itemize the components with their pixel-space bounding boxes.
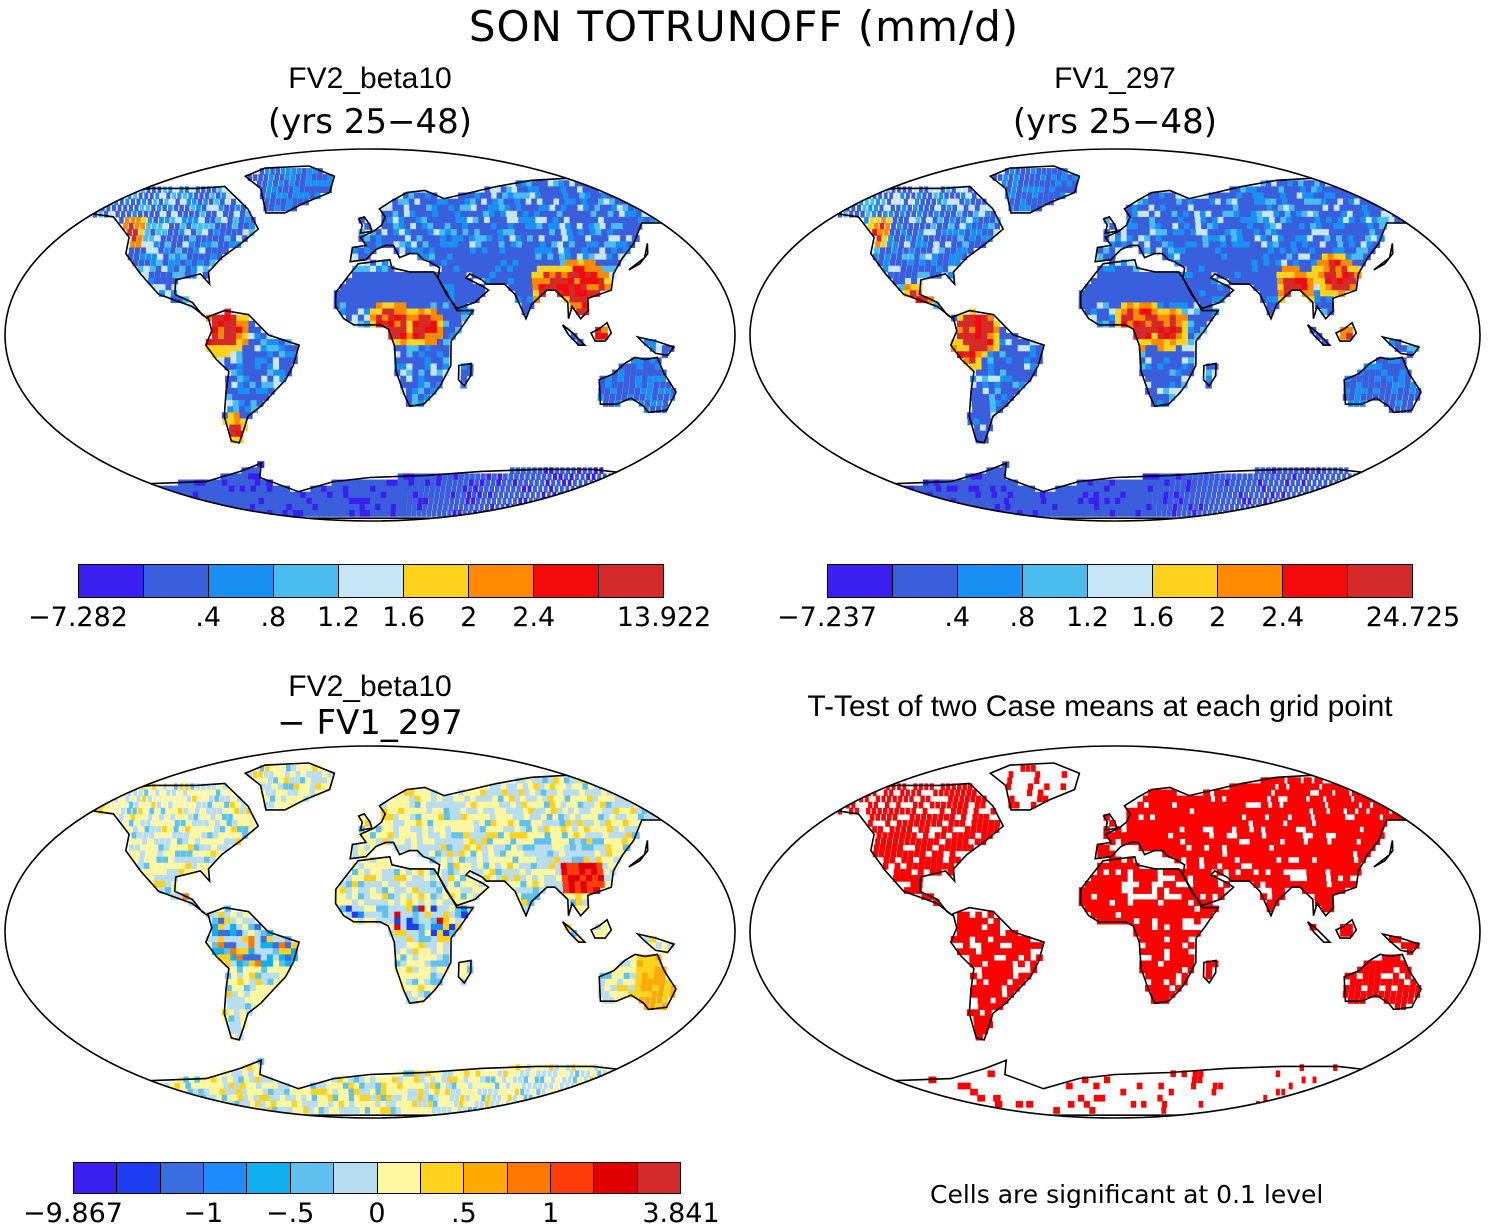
colorbar-1-swatch [404,565,469,597]
colorbar-2-swatch [828,565,893,597]
coastline-nz [1441,406,1467,428]
panel-3-map [0,742,740,1122]
colorbar-3-tick-label: .5 [451,1198,477,1229]
colorbar-1-swatch [209,565,274,597]
panel-4-map [745,742,1485,1122]
panel-3-title: FV2_beta10 [0,670,740,704]
colorbar-1-tick-label: 13.922 [617,602,711,633]
colorbar-1-tick-label: 1.6 [382,602,425,633]
colorbar-3-tick-label: 1 [542,1198,559,1229]
colorbar-1-swatch [144,565,209,597]
colorbar-1-tick-label: 2 [460,602,477,633]
figure-title: SON TOTRUNOFF (mm/d) [0,2,1488,51]
colorbar-2-swatch [893,565,958,597]
coastline-sumatra [563,325,585,345]
coastline-sumatra [563,922,585,942]
panel-2-title: FV1_297 [745,62,1485,96]
colorbar-1-tick-label: −7.282 [28,602,128,633]
coastline-nz [696,1003,722,1025]
colorbar-3-tick-label: −9.867 [23,1198,123,1229]
colorbar-2-swatch [1348,565,1412,597]
colorbar-2-swatch [1153,565,1218,597]
colorbar-3-tick-label: 3.841 [642,1198,719,1229]
colorbar-3-swatch [464,1163,507,1193]
colorbar-1-swatch [274,565,339,597]
map-1-svg [0,145,740,525]
colorbar-3-swatch [551,1163,594,1193]
coastline-na [803,783,1003,915]
colorbar-3-swatch [291,1163,334,1193]
panel-1-map [0,145,740,525]
panel-1-subtitle: (yrs 25−48) [0,102,740,142]
colorbar-1-tick-label: 2.4 [512,602,555,633]
colorbar-3-swatch [161,1163,204,1193]
map-field-cells [786,168,1464,517]
colorbar-3-tick-label: 0 [368,1198,385,1229]
colorbar-3-swatch [117,1163,160,1193]
panel-4-title: T-Test of two Case means at each grid po… [745,690,1455,724]
colorbar-2-tick-label: .4 [944,602,970,633]
colorbar-2-tick-label: −7.237 [777,602,877,633]
colorbar-1-swatch [79,565,144,597]
colorbar-2-swatch [1283,565,1348,597]
map-4-svg [745,742,1485,1122]
coastline-sumatra [1308,325,1330,345]
panel-2-map [745,145,1485,525]
panel-2-subtitle: (yrs 25−48) [745,102,1485,142]
coastline-antarctica [787,1060,1436,1115]
colorbar-2-tick-label: 2.4 [1261,602,1304,633]
colorbar-1-tick-label: 1.2 [317,602,360,633]
colorbar-1-swatch [599,565,663,597]
map-3-svg [0,742,740,1122]
colorbar-3-swatch [74,1163,117,1193]
colorbar-2-swatch [958,565,1023,597]
coastline-nz [696,406,722,428]
colorbar-2-swatch [1088,565,1153,597]
colorbar-1-swatch [534,565,599,597]
significance-note: Cells are significant at 0.1 level [930,1180,1323,1209]
colorbar-2-tick-label: 2 [1209,602,1226,633]
colorbar-1-swatch [469,565,534,597]
colorbar-3-swatch [247,1163,290,1193]
map-2-svg [745,145,1485,525]
map-field-cells [41,168,719,517]
colorbar-2-tick-label: .8 [1009,602,1035,633]
colorbar-3-tick-label: −1 [183,1198,223,1229]
panel-1-title: FV2_beta10 [0,62,740,96]
colorbar-2-tick-label: 1.2 [1066,602,1109,633]
colorbar-2-tick-label: 24.725 [1366,602,1460,633]
colorbar-2-tick-label: 1.6 [1131,602,1174,633]
colorbar-1-swatch [339,565,404,597]
colorbar-2-swatch [1023,565,1088,597]
colorbar-3-swatch [334,1163,377,1193]
coastline-nz [1441,1003,1467,1025]
panel-3-subtitle: − FV1_297 [0,703,740,743]
colorbar-3-swatch [204,1163,247,1193]
coastline-sumatra [1308,922,1330,942]
colorbar-2-swatch [1218,565,1283,597]
colorbar-3-swatch [594,1163,637,1193]
map-field-cells [41,765,719,1114]
colorbar-3-swatch [638,1163,680,1193]
colorbar-1-tick-label: .4 [195,602,221,633]
map-field-cells [789,765,1463,1114]
colorbar-3-swatch [378,1163,421,1193]
colorbar-3-swatch [508,1163,551,1193]
colorbar-3-tick-label: −.5 [266,1198,314,1229]
colorbar-1-tick-label: .8 [260,602,286,633]
colorbar-3-swatch [421,1163,464,1193]
